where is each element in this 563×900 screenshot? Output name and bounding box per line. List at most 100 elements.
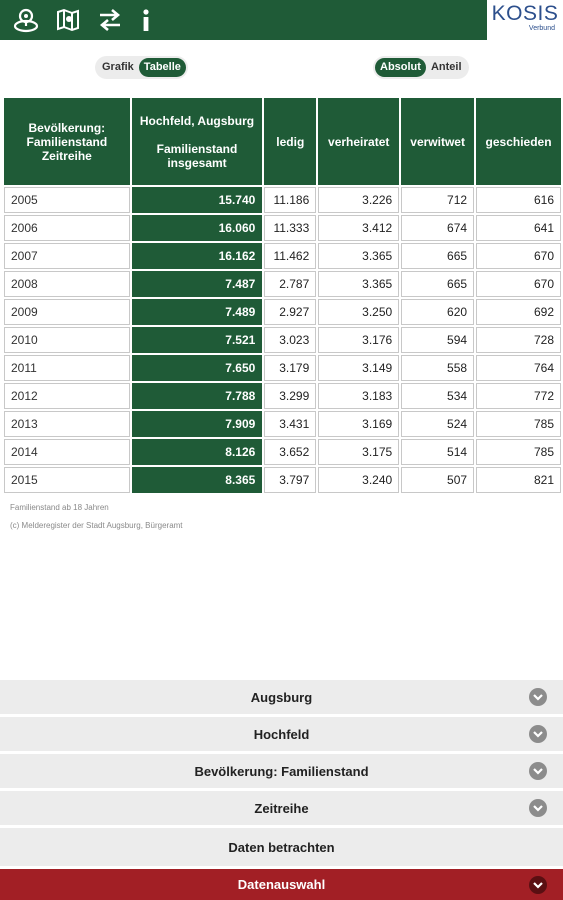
total-cell: 7.487 [131, 271, 263, 297]
value-cell: 2.787 [264, 271, 317, 297]
value-cell: 712 [401, 187, 475, 213]
anteil-toggle-button[interactable]: Anteil [430, 61, 462, 73]
value-cell: 674 [401, 215, 475, 241]
info-icon[interactable] [132, 6, 160, 34]
total-cell: 7.650 [131, 355, 263, 381]
value-cell: 3.250 [318, 299, 400, 325]
value-cell: 11.333 [264, 215, 317, 241]
year-cell: 2013 [4, 411, 130, 437]
footnote: Familienstand ab 18 Jahren [10, 503, 109, 512]
value-cell: 507 [401, 467, 475, 493]
value-cell: 524 [401, 411, 475, 437]
year-cell: 2011 [4, 355, 130, 381]
total-cell: 16.060 [131, 215, 263, 241]
total-cell: 8.126 [131, 439, 263, 465]
header-category: Bevölkerung: Familienstand Zeitreihe [4, 98, 130, 185]
value-cell: 3.023 [264, 327, 317, 353]
table-row: 2011 7.650 3.179 3.149 558 764 [4, 355, 561, 381]
table-header-row: Bevölkerung: Familienstand Zeitreihe Hoc… [4, 98, 561, 185]
header-geschieden: geschieden [476, 98, 561, 185]
value-cell: 3.176 [318, 327, 400, 353]
accordion-label: Augsburg [250, 689, 313, 705]
value-cell: 11.186 [264, 187, 317, 213]
view-data-button[interactable]: Daten betrachten [0, 828, 563, 866]
accordion-item-familienstand[interactable]: Bevölkerung: Familienstand [0, 754, 563, 788]
table-row: 2005 15.740 11.186 3.226 712 616 [4, 187, 561, 213]
year-cell: 2014 [4, 439, 130, 465]
header-verwitwet: verwitwet [401, 98, 475, 185]
chevron-down-icon [529, 688, 547, 706]
header-total: Hochfeld, Augsburg Familienstand insgesa… [131, 98, 263, 185]
value-cell: 2.927 [264, 299, 317, 325]
value-cell: 3.365 [318, 271, 400, 297]
value-cell: 785 [476, 411, 561, 437]
chevron-down-icon [529, 799, 547, 817]
value-cell: 772 [476, 383, 561, 409]
top-toolbar [0, 0, 487, 40]
data-selection-label: Datenauswahl [237, 877, 326, 892]
value-cell: 3.299 [264, 383, 317, 409]
header-category-label: Bevölkerung: Familienstand Zeitreihe [26, 120, 108, 163]
value-cell: 620 [401, 299, 475, 325]
value-cell: 3.149 [318, 355, 400, 381]
value-cell: 616 [476, 187, 561, 213]
total-cell: 16.162 [131, 243, 263, 269]
data-selection-bar[interactable]: Datenauswahl [0, 869, 563, 900]
accordion-item-augsburg[interactable]: Augsburg [0, 680, 563, 714]
header-verheiratet: verheiratet [318, 98, 400, 185]
value-cell: 3.431 [264, 411, 317, 437]
swap-arrows-icon[interactable] [96, 6, 124, 34]
value-cell: 3.175 [318, 439, 400, 465]
accordion-label: Bevölkerung: Familienstand [194, 763, 369, 779]
value-cell: 692 [476, 299, 561, 325]
value-cell: 3.183 [318, 383, 400, 409]
value-cell: 3.169 [318, 411, 400, 437]
value-cell: 3.226 [318, 187, 400, 213]
value-cell: 3.797 [264, 467, 317, 493]
chevron-down-icon [529, 875, 547, 894]
table-row: 2008 7.487 2.787 3.365 665 670 [4, 271, 561, 297]
total-cell: 7.788 [131, 383, 263, 409]
year-cell: 2015 [4, 467, 130, 493]
value-cell: 821 [476, 467, 561, 493]
total-cell: 7.521 [131, 327, 263, 353]
year-cell: 2010 [4, 327, 130, 353]
accordion-item-hochfeld[interactable]: Hochfeld [0, 717, 563, 751]
value-cell: 3.365 [318, 243, 400, 269]
value-cell: 764 [476, 355, 561, 381]
total-cell: 15.740 [131, 187, 263, 213]
value-cell: 594 [401, 327, 475, 353]
logo-subtext: Verbund [528, 25, 555, 32]
value-cell: 534 [401, 383, 475, 409]
year-cell: 2006 [4, 215, 130, 241]
map-icon[interactable] [54, 6, 82, 34]
chevron-down-icon [529, 725, 547, 743]
value-cell: 11.462 [264, 243, 317, 269]
value-cell: 3.179 [264, 355, 317, 381]
map-marker-icon[interactable] [12, 6, 40, 34]
table-row: 2006 16.060 11.333 3.412 674 641 [4, 215, 561, 241]
year-cell: 2007 [4, 243, 130, 269]
absolut-toggle-button[interactable]: Absolut [375, 58, 426, 77]
total-cell: 7.489 [131, 299, 263, 325]
view-data-label: Daten betrachten [228, 839, 335, 855]
table-row: 2015 8.365 3.797 3.240 507 821 [4, 467, 561, 493]
table-row: 2013 7.909 3.431 3.169 524 785 [4, 411, 561, 437]
header-ledig: ledig [264, 98, 317, 185]
accordion-label: Hochfeld [253, 726, 310, 742]
accordion-label: Zeitreihe [254, 800, 309, 816]
value-cell: 670 [476, 243, 561, 269]
year-cell: 2009 [4, 299, 130, 325]
kosis-logo: KOSIS Verbund [487, 0, 563, 40]
total-cell: 8.365 [131, 467, 263, 493]
value-cell: 3.240 [318, 467, 400, 493]
chevron-down-icon [529, 762, 547, 780]
value-cell: 665 [401, 271, 475, 297]
value-cell: 670 [476, 271, 561, 297]
tabelle-toggle-button[interactable]: Tabelle [138, 58, 186, 77]
grafik-toggle-button[interactable]: Grafik [102, 61, 134, 73]
accordion-item-zeitreihe[interactable]: Zeitreihe [0, 791, 563, 825]
value-cell: 665 [401, 243, 475, 269]
table-row: 2007 16.162 11.462 3.365 665 670 [4, 243, 561, 269]
year-cell: 2008 [4, 271, 130, 297]
